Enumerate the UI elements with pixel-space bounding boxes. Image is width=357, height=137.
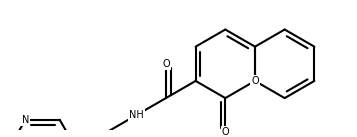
Text: O: O [251, 76, 259, 86]
Text: NH: NH [129, 110, 144, 120]
Text: N: N [22, 115, 29, 125]
Text: O: O [221, 127, 229, 137]
Text: O: O [162, 59, 170, 69]
